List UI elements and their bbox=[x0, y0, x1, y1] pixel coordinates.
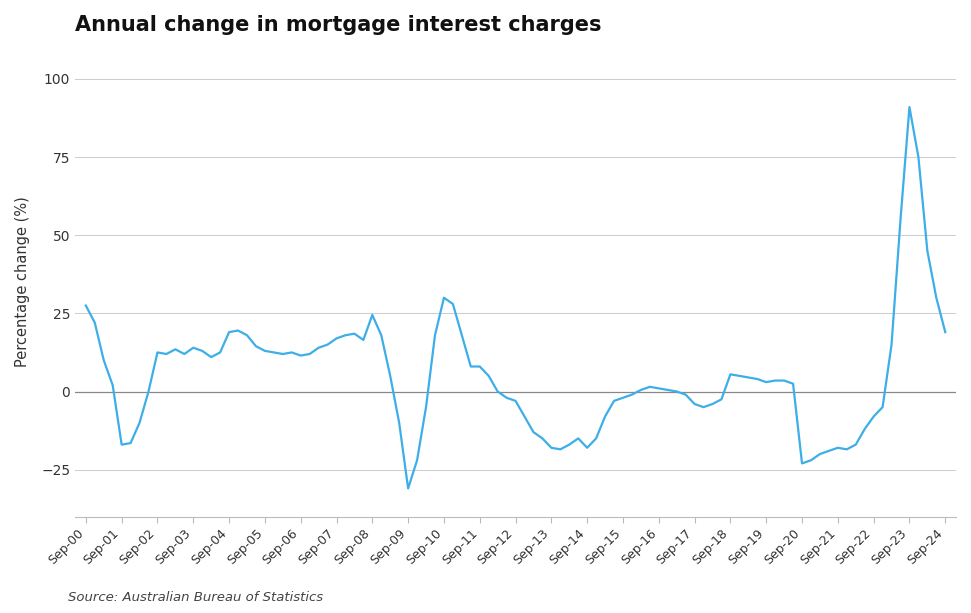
Text: Annual change in mortgage interest charges: Annual change in mortgage interest charg… bbox=[75, 15, 602, 35]
Y-axis label: Percentage change (%): Percentage change (%) bbox=[15, 197, 30, 367]
Text: Source: Australian Bureau of Statistics: Source: Australian Bureau of Statistics bbox=[68, 591, 323, 604]
